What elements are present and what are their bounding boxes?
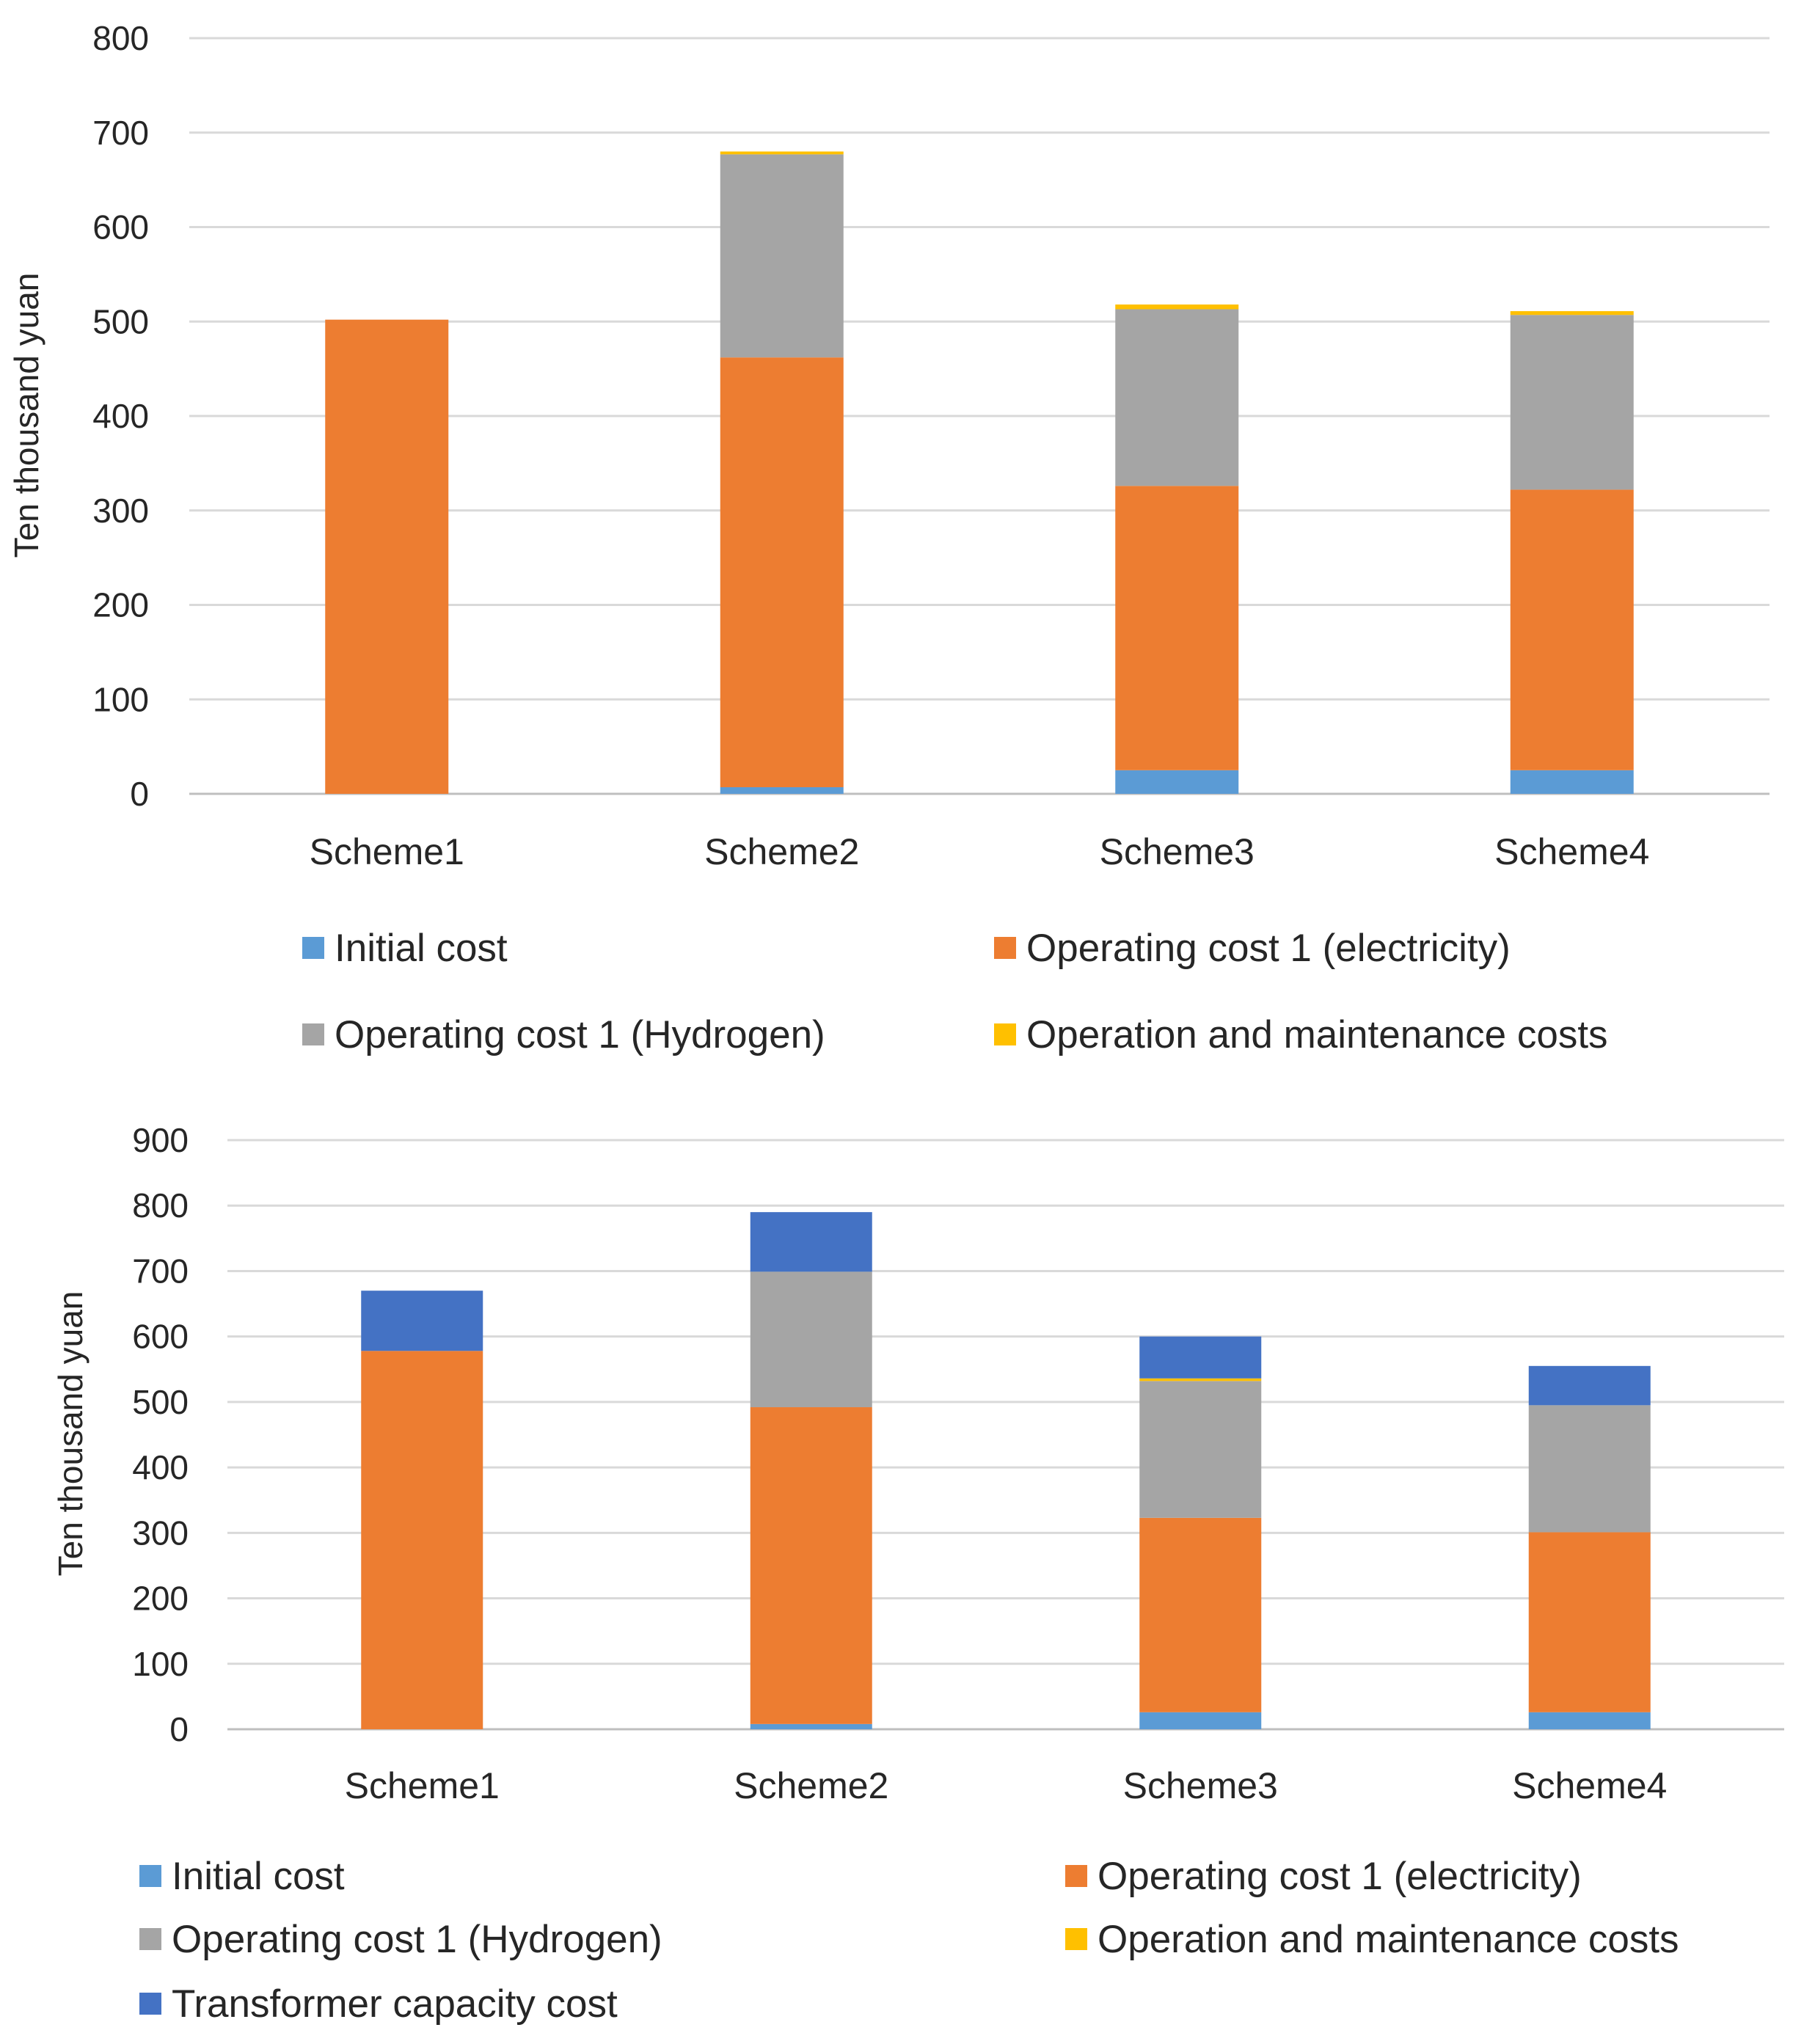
bar-segment-initial-cost-scheme3 [1139, 1712, 1262, 1729]
bar-segment-transformer-capacity-cost-scheme2 [750, 1212, 872, 1272]
bar-segment-operation-and-maintenance-costs-scheme2 [720, 151, 844, 155]
y-tick-label: 700 [92, 114, 149, 152]
bar-segment-operating-cost-1-hydrogen-scheme4 [1510, 315, 1634, 490]
bar-segment-initial-cost-scheme4 [1510, 770, 1634, 794]
legend-swatch-operating-cost-1-electricity [1065, 1865, 1087, 1887]
top-stacked-bar-chart: 0 100 200 300 400 500 600 700 800 Ten thousand yu… [7, 19, 1770, 1056]
x-category-label: Scheme1 [310, 831, 464, 872]
legend-label-operation-and-maintenance-costs: Operation and maintenance costs [1098, 1918, 1679, 1961]
bar-segment-operating-cost-1-electricity-scheme2 [720, 357, 844, 787]
legend-swatch-initial-cost [302, 937, 324, 959]
y-tick-label: 500 [132, 1383, 189, 1421]
y-tick-label: 500 [92, 302, 149, 340]
legend-label-operation-and-maintenance-costs: Operation and maintenance costs [1026, 1013, 1608, 1056]
bottom-stacked-bar-chart: 0 100 200 300 400 500 600 700 800 900 Ten thousand… [51, 1121, 1784, 2026]
y-tick-label: 400 [92, 397, 149, 435]
bar-segment-transformer-capacity-cost-scheme3 [1139, 1336, 1262, 1379]
bar-segment-operating-cost-1-electricity-scheme4 [1528, 1532, 1651, 1712]
y-tick-label: 300 [92, 492, 149, 530]
y-tick-label: 700 [132, 1252, 189, 1290]
bar-segment-initial-cost-scheme4 [1528, 1712, 1651, 1729]
y-axis-title: Ten thousand yuan [7, 273, 45, 558]
bar-segment-operating-cost-1-hydrogen-scheme3 [1115, 309, 1239, 486]
y-tick-label: 0 [169, 1710, 189, 1748]
x-category-label: Scheme3 [1100, 831, 1255, 872]
y-tick-label: 600 [132, 1318, 189, 1356]
bar-segment-operating-cost-1-electricity-scheme4 [1510, 489, 1634, 770]
bar-segment-operation-and-maintenance-costs-scheme3 [1139, 1378, 1262, 1381]
legend-label-initial-cost: Initial cost [335, 927, 508, 970]
bar-segment-operating-cost-1-electricity-scheme3 [1139, 1517, 1262, 1712]
bar-segment-operating-cost-1-electricity-scheme3 [1115, 486, 1239, 770]
y-axis-title: Ten thousand yuan [51, 1291, 90, 1577]
legend-swatch-initial-cost [139, 1865, 161, 1887]
y-tick-label: 100 [92, 680, 149, 718]
y-tick-label: 200 [132, 1580, 189, 1618]
legend-swatch-operation-and-maintenance-costs [1065, 1928, 1087, 1950]
y-tick-label: 800 [132, 1186, 189, 1224]
bar-segment-transformer-capacity-cost-scheme4 [1528, 1365, 1651, 1406]
y-tick-label: 0 [130, 775, 149, 813]
legend-label-initial-cost: Initial cost [172, 1855, 345, 1898]
legend-swatch-operating-cost-1-hydrogen [139, 1928, 161, 1950]
bar-segment-operating-cost-1-hydrogen-scheme2 [750, 1271, 872, 1408]
legend-swatch-operating-cost-1-hydrogen [302, 1023, 324, 1045]
bar-segment-transformer-capacity-cost-scheme1 [361, 1291, 483, 1351]
bar-segment-operating-cost-1-electricity-scheme1 [325, 319, 449, 794]
y-tick-label: 600 [92, 208, 149, 247]
y-tick-label: 800 [92, 19, 149, 57]
bar-segment-initial-cost-scheme3 [1115, 770, 1239, 794]
bar-segment-operation-and-maintenance-costs-scheme3 [1115, 304, 1239, 310]
legend-swatch-operating-cost-1-electricity [994, 937, 1016, 959]
bar-segment-initial-cost-scheme2 [750, 1723, 872, 1729]
legend-label-operating-cost-1-hydrogen: Operating cost 1 (Hydrogen) [172, 1918, 662, 1961]
bar-segment-operating-cost-1-hydrogen-scheme4 [1528, 1405, 1651, 1533]
bar-segment-operating-cost-1-hydrogen-scheme3 [1139, 1381, 1262, 1518]
y-tick-label: 200 [92, 586, 149, 624]
bar-segment-operating-cost-1-electricity-scheme1 [361, 1351, 483, 1729]
bar-segment-operating-cost-1-hydrogen-scheme2 [720, 154, 844, 358]
y-tick-label: 900 [132, 1121, 189, 1159]
x-category-label: Scheme4 [1512, 1765, 1667, 1806]
legend-label-operating-cost-1-electricity: Operating cost 1 (electricity) [1098, 1855, 1582, 1898]
legend-label-operating-cost-1-hydrogen: Operating cost 1 (Hydrogen) [335, 1013, 825, 1056]
x-category-label: Scheme4 [1494, 831, 1649, 872]
x-category-label: Scheme2 [734, 1765, 888, 1806]
x-category-label: Scheme3 [1123, 1765, 1278, 1806]
bar-segment-operation-and-maintenance-costs-scheme4 [1510, 311, 1634, 315]
legend-label-transformer-capacity-cost: Transformer capacity cost [172, 1982, 618, 2026]
y-tick-label: 100 [132, 1645, 189, 1683]
y-tick-label: 400 [132, 1448, 189, 1486]
legend-label-operating-cost-1-electricity: Operating cost 1 (electricity) [1026, 927, 1511, 970]
bar-segment-initial-cost-scheme2 [720, 786, 844, 794]
y-tick-label: 300 [132, 1514, 189, 1552]
x-category-label: Scheme2 [704, 831, 859, 872]
bar-segment-operating-cost-1-electricity-scheme2 [750, 1407, 872, 1724]
legend-swatch-transformer-capacity-cost [139, 1993, 161, 2015]
x-category-label: Scheme1 [345, 1765, 500, 1806]
legend-swatch-operation-and-maintenance-costs [994, 1023, 1016, 1045]
